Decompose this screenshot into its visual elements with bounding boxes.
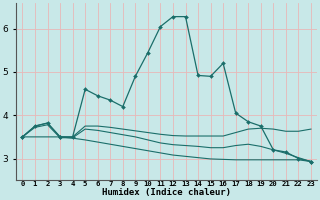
X-axis label: Humidex (Indice chaleur): Humidex (Indice chaleur) [102,188,231,197]
